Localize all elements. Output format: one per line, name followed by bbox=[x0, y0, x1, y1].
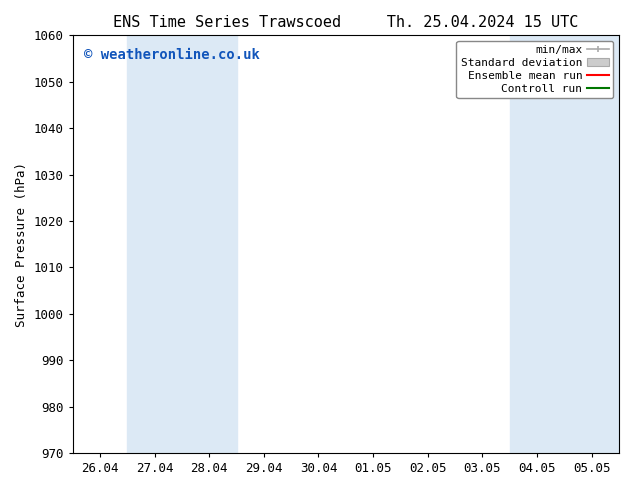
Bar bbox=[510, 35, 619, 453]
Y-axis label: Surface Pressure (hPa): Surface Pressure (hPa) bbox=[15, 162, 28, 327]
Text: © weatheronline.co.uk: © weatheronline.co.uk bbox=[84, 48, 259, 62]
Bar bbox=[127, 35, 236, 453]
Legend: min/max, Standard deviation, Ensemble mean run, Controll run: min/max, Standard deviation, Ensemble me… bbox=[456, 41, 614, 98]
Title: ENS Time Series Trawscoed     Th. 25.04.2024 15 UTC: ENS Time Series Trawscoed Th. 25.04.2024… bbox=[113, 15, 578, 30]
